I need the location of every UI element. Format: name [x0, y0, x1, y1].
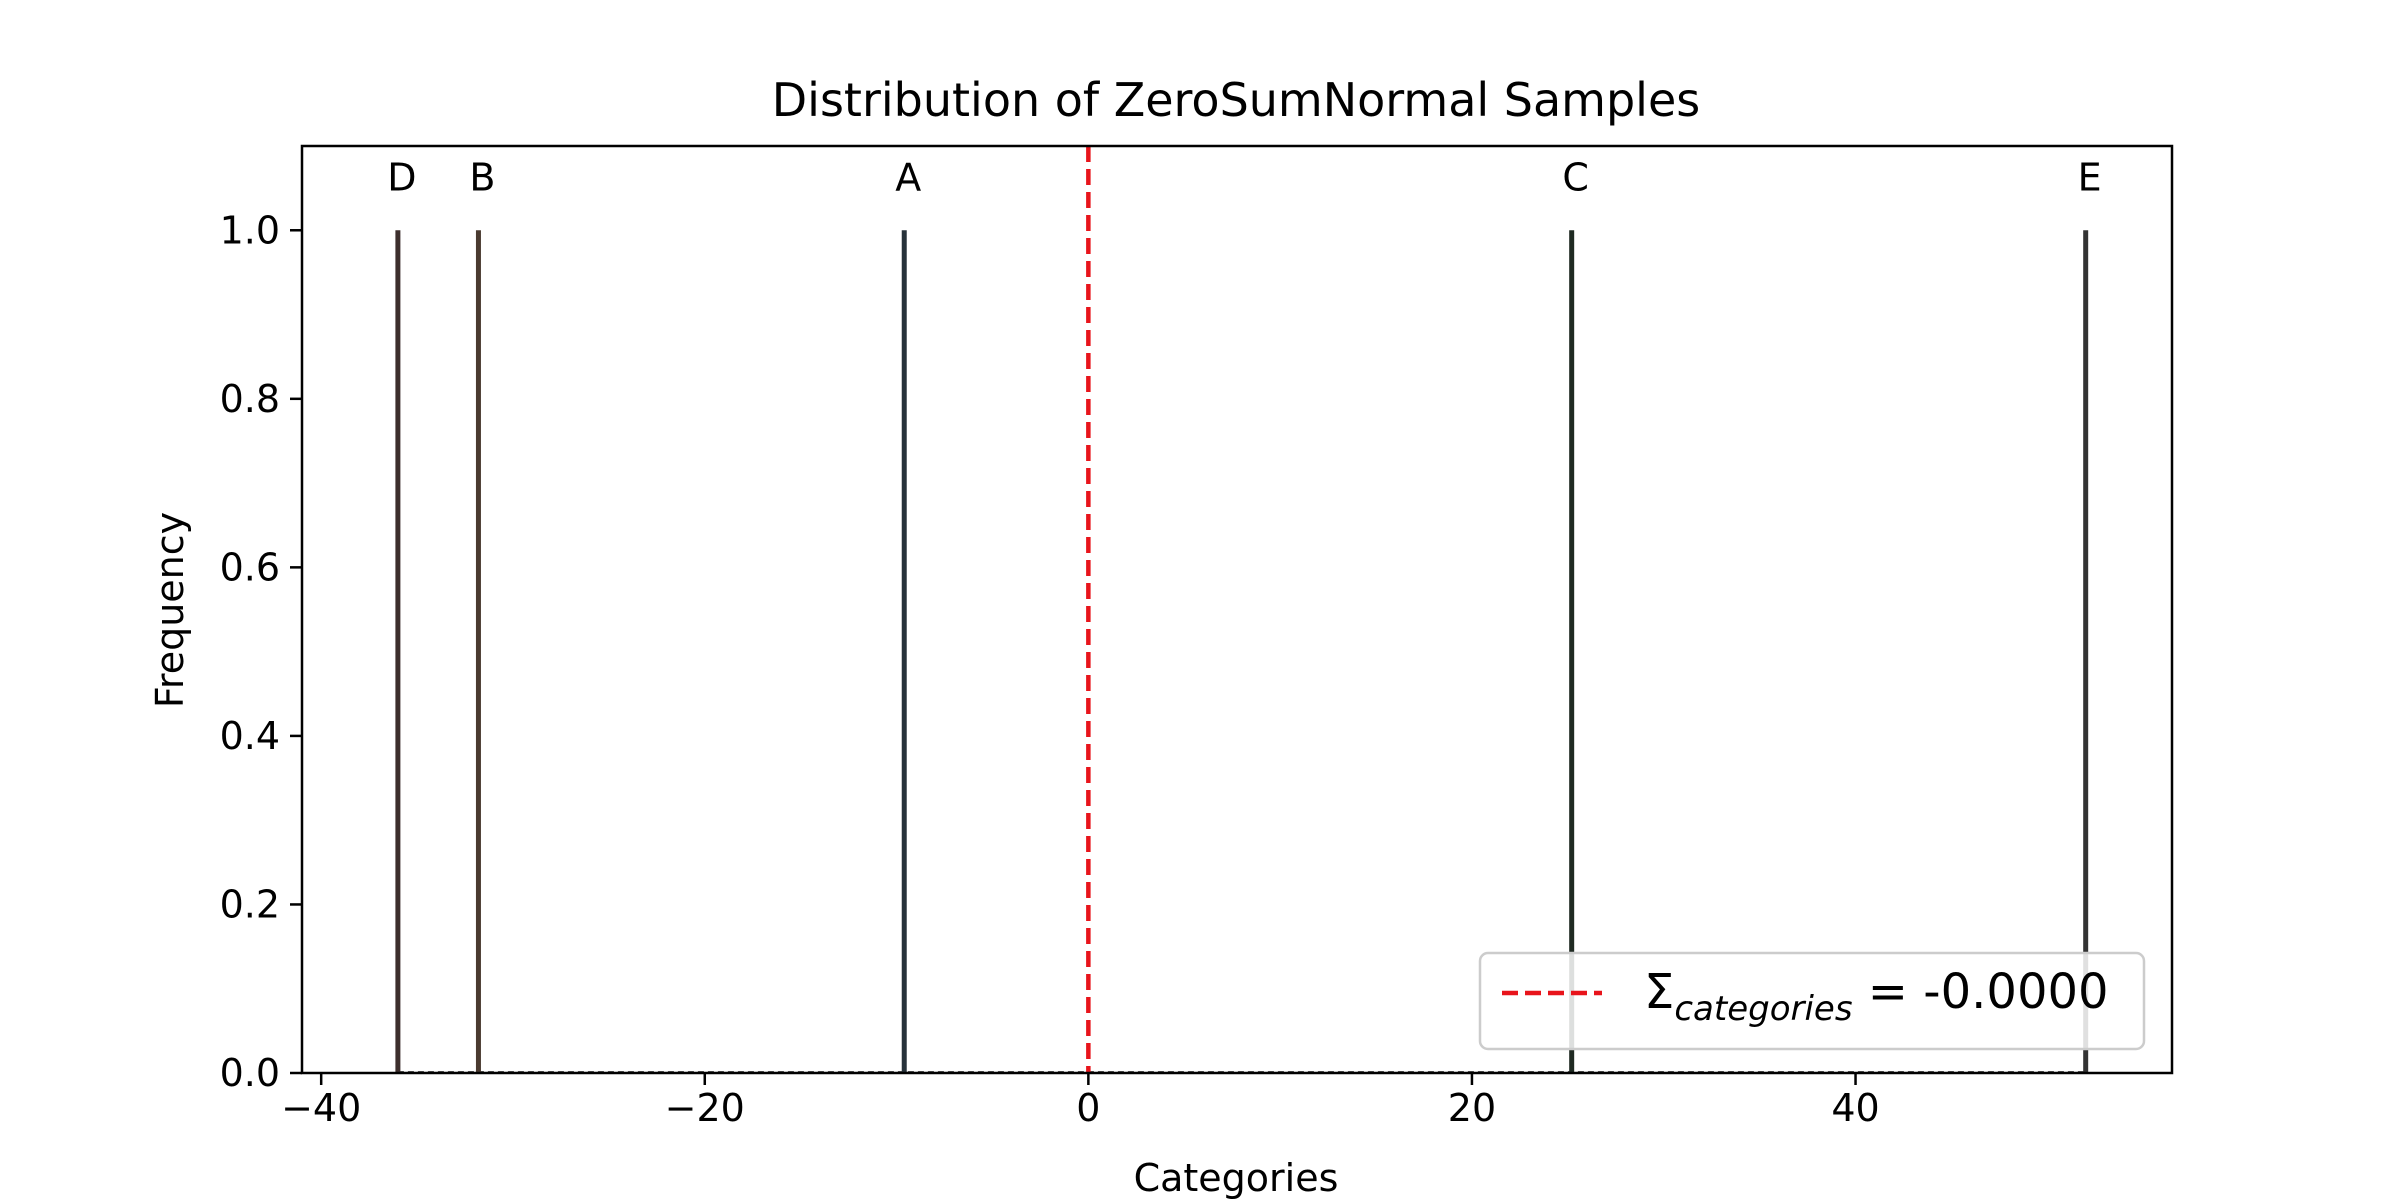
y-tick-label: 0.6 — [220, 545, 280, 589]
y-tick-label: 0.4 — [220, 714, 280, 758]
x-tick-label: 0 — [1076, 1086, 1100, 1130]
chart-title: Distribution of ZeroSumNormal Samples — [772, 73, 1700, 127]
y-tick-label: 0.2 — [220, 882, 280, 926]
x-tick-label: −40 — [281, 1086, 361, 1130]
y-tick-label: 0.8 — [220, 377, 280, 421]
bar-label-E: E — [2078, 155, 2102, 199]
plot-frame — [300, 144, 2174, 1075]
legend-subscript: categories — [1674, 989, 1852, 1029]
bar-label-C: C — [1562, 155, 1589, 199]
y-axis-label: Frequency — [148, 512, 192, 708]
bar-label-B: B — [469, 155, 495, 199]
x-tick-label: 40 — [1831, 1086, 1879, 1130]
x-tick-label: −20 — [665, 1086, 745, 1130]
legend: Σcategories = -0.0000 — [1478, 951, 2146, 1051]
legend-box — [1478, 951, 2146, 1051]
bar-label-A: A — [895, 155, 921, 199]
legend-label: Σcategories = -0.0000 — [1644, 964, 2109, 1029]
x-axis: −40 −20 0 20 40 — [281, 1073, 1880, 1130]
x-tick-label: 20 — [1448, 1086, 1496, 1130]
legend-value: = -0.0000 — [1853, 964, 2109, 1020]
bar-label-D: D — [387, 155, 416, 199]
y-axis: 0.0 0.2 0.4 0.6 0.8 1.0 — [220, 208, 302, 1095]
legend-symbol: Σ — [1644, 964, 1674, 1020]
x-axis-label: Categories — [1134, 1156, 1339, 1200]
y-tick-label: 1.0 — [220, 208, 280, 252]
y-tick-label: 0.0 — [220, 1051, 280, 1095]
